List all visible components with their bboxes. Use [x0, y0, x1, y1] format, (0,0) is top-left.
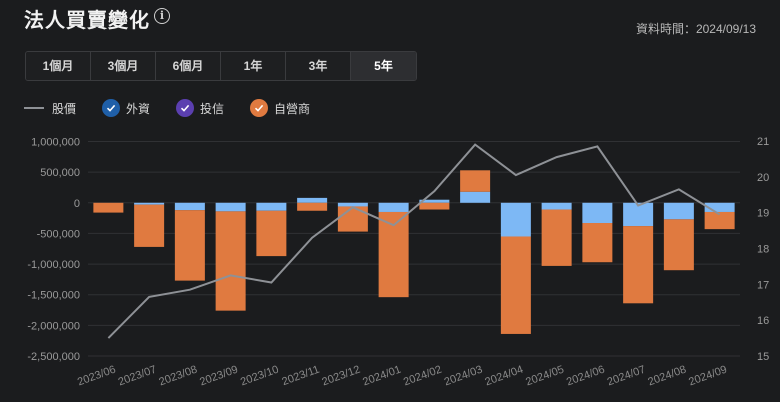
- x-tick-label: 2024/04: [483, 364, 524, 389]
- tab-3-months[interactable]: 3個月: [91, 52, 156, 80]
- legend-item-price[interactable]: 股價: [24, 100, 76, 117]
- bar-foreign: [704, 202, 735, 212]
- tab-1-month[interactable]: 1個月: [26, 52, 91, 80]
- check-icon: [102, 99, 121, 117]
- legend-item-dealer[interactable]: 自營商: [250, 99, 310, 117]
- line-swatch-icon: [24, 107, 44, 109]
- x-tick-label: 2023/07: [117, 364, 158, 389]
- x-tick-label: 2023/10: [239, 364, 280, 389]
- x-tick-label: 2024/07: [606, 364, 647, 389]
- x-tick-label: 2024/09: [687, 364, 728, 389]
- bar-dealer: [663, 219, 694, 271]
- tab-3-years[interactable]: 3年: [286, 52, 351, 80]
- bar-dealer: [297, 202, 328, 211]
- y-left-tick-label: 500,000: [40, 167, 80, 179]
- y-left-tick-label: -2,500,000: [27, 351, 80, 363]
- legend-label-price: 股價: [52, 101, 77, 116]
- y-right-tick-label: 19: [757, 208, 769, 220]
- bar-dealer: [256, 210, 287, 257]
- bar-foreign: [582, 202, 613, 224]
- bar-dealer: [500, 236, 531, 334]
- y-left-tick-label: -1,000,000: [27, 259, 80, 271]
- y-right-tick-label: 20: [757, 172, 769, 184]
- bar-foreign: [215, 202, 246, 212]
- y-right-tick-label: 21: [757, 136, 769, 148]
- x-tick-label: 2023/11: [280, 364, 321, 389]
- x-tick-label: 2024/08: [646, 364, 687, 389]
- x-tick-label: 2023/08: [157, 364, 198, 389]
- bar-dealer: [460, 170, 491, 192]
- bar-foreign: [500, 202, 531, 237]
- x-tick-label: 2023/06: [76, 364, 117, 389]
- legend-label-foreign: 外資: [126, 101, 151, 116]
- bar-foreign: [256, 202, 287, 211]
- bar-dealer: [419, 202, 450, 210]
- period-tabs: 1個月 3個月 6個月 1年 3年 5年: [25, 51, 417, 81]
- y-right-tick-label: 16: [757, 315, 769, 327]
- y-left-tick-label: -1,500,000: [27, 290, 80, 302]
- x-tick-label: 2023/12: [320, 364, 361, 389]
- x-tick-label: 2024/03: [443, 364, 484, 389]
- info-icon[interactable]: i: [154, 8, 170, 24]
- price-line: [107, 143, 721, 339]
- check-icon: [176, 99, 195, 117]
- bar-foreign: [663, 202, 694, 220]
- bar-dealer: [337, 206, 368, 232]
- bar-dealer: [215, 211, 246, 311]
- bar-foreign: [174, 202, 205, 211]
- bar-dealer: [541, 209, 572, 266]
- bar-foreign: [419, 199, 450, 203]
- bar-dealer: [704, 211, 735, 230]
- bar-dealer: [623, 226, 654, 304]
- y-left-tick-label: -2,000,000: [27, 320, 80, 332]
- bar-dealer: [93, 202, 124, 213]
- bar-foreign: [623, 202, 654, 227]
- tab-5-years[interactable]: 5年: [351, 52, 416, 80]
- y-left-tick-label: 0: [74, 198, 80, 210]
- bar-dealer: [134, 204, 165, 247]
- chart-legend: 股價 外資 投信 自營商: [24, 98, 336, 118]
- legend-item-foreign[interactable]: 外資: [102, 99, 150, 117]
- tab-6-months[interactable]: 6個月: [156, 52, 221, 80]
- page-title: 法人買賣變化: [24, 10, 150, 32]
- y-right-tick-label: 15: [757, 351, 769, 363]
- legend-item-investment-trust[interactable]: 投信: [176, 99, 224, 117]
- tab-1-year[interactable]: 1年: [221, 52, 286, 80]
- bar-foreign: [460, 191, 491, 203]
- bar-foreign: [541, 202, 572, 210]
- y-left-tick-label: 1,000,000: [31, 137, 80, 149]
- bar-foreign: [378, 202, 409, 212]
- bar-foreign: [134, 202, 165, 205]
- x-tick-label: 2024/06: [565, 364, 606, 389]
- x-tick-label: 2023/09: [198, 364, 239, 389]
- bar-dealer: [174, 210, 205, 281]
- check-icon: [250, 99, 269, 117]
- x-tick-label: 2024/01: [361, 364, 402, 389]
- y-right-tick-label: 18: [757, 244, 769, 256]
- legend-label-investment-trust: 投信: [200, 101, 225, 116]
- data-timestamp: 資料時間：2024/09/13: [635, 22, 756, 36]
- bar-dealer: [582, 223, 613, 263]
- x-tick-label: 2024/02: [402, 364, 443, 389]
- y-left-tick-label: -500,000: [37, 228, 80, 240]
- legend-label-dealer: 自營商: [274, 101, 311, 116]
- y-right-tick-label: 17: [757, 279, 769, 291]
- bar-foreign: [337, 202, 368, 207]
- x-tick-label: 2024/05: [524, 364, 565, 389]
- bar-foreign: [297, 197, 328, 203]
